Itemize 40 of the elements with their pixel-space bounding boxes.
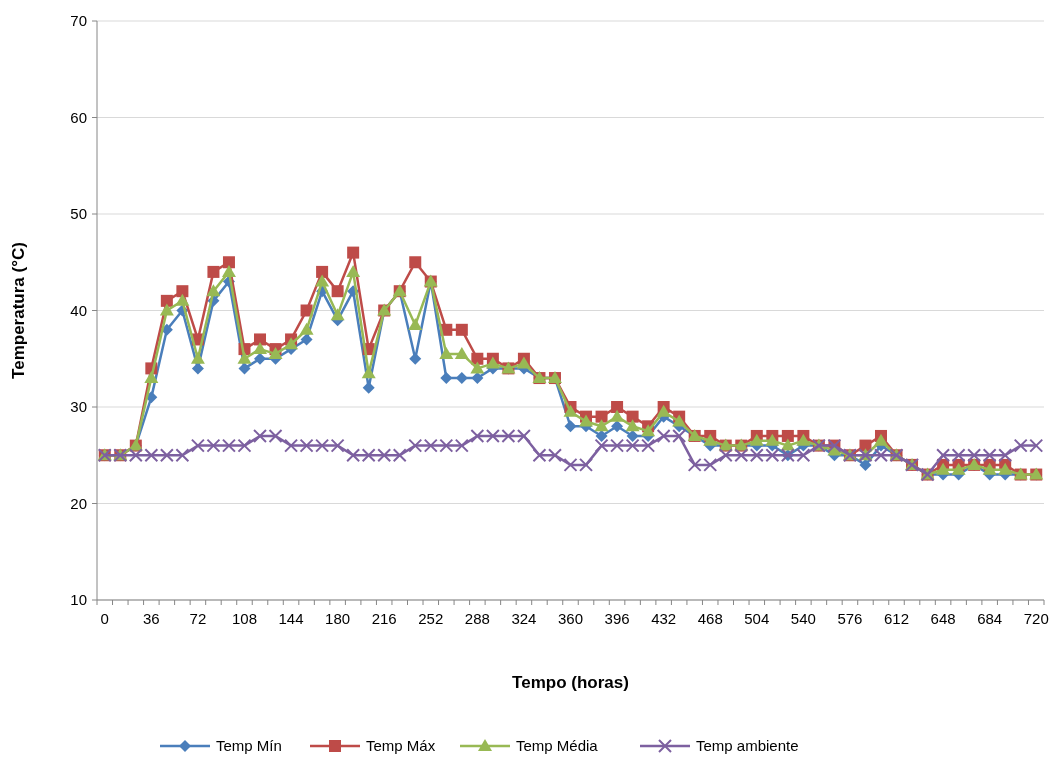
- x-tick-label: 612: [884, 610, 910, 627]
- x-tick-label: 108: [231, 610, 257, 627]
- x-tick-label: 72: [189, 610, 207, 627]
- x-tick-label: 648: [930, 610, 956, 627]
- x-tick-label: 504: [744, 610, 770, 627]
- y-tick-label: 70: [70, 12, 87, 30]
- point: [300, 333, 313, 346]
- x-tick-label: 396: [604, 610, 630, 627]
- y-tick-label: 50: [70, 205, 87, 223]
- x-tick-label: 324: [511, 610, 537, 627]
- legend-label: Temp ambiente: [696, 737, 799, 755]
- x-tick-label: 36: [142, 610, 160, 627]
- point: [611, 420, 624, 433]
- x-tick-label: 144: [278, 610, 304, 627]
- x-tick-label: 432: [651, 610, 677, 627]
- x-tick-label: 684: [977, 610, 1003, 627]
- x-tick-label: 216: [371, 610, 397, 627]
- x-tick-label: 720: [1023, 610, 1049, 627]
- point: [440, 372, 453, 385]
- legend-label: Temp Média: [516, 737, 599, 755]
- y-tick-label: 20: [70, 494, 87, 512]
- y-tick-label: 40: [70, 301, 87, 319]
- x-tick-label: 180: [325, 610, 351, 627]
- legend-label: Temp Mín: [216, 737, 282, 755]
- x-axis-title: Tempo (horas): [512, 673, 629, 692]
- point: [238, 362, 251, 375]
- y-tick-label: 10: [70, 591, 87, 609]
- y-axis-title: Temperatura (°C): [9, 242, 28, 379]
- x-tick-label: 288: [464, 610, 490, 627]
- x-tick-label: 0: [100, 610, 109, 627]
- x-tick-label: 360: [557, 610, 584, 627]
- x-tick-label: 468: [697, 610, 723, 627]
- x-tick-label: 252: [418, 610, 444, 627]
- legend-label: Temp Máx: [366, 737, 436, 755]
- point: [564, 420, 577, 433]
- y-tick-label: 60: [70, 108, 87, 126]
- point: [471, 372, 484, 385]
- x-tick-label: 576: [837, 610, 863, 627]
- y-tick-label: 30: [70, 398, 87, 416]
- x-tick-label: 540: [790, 610, 816, 627]
